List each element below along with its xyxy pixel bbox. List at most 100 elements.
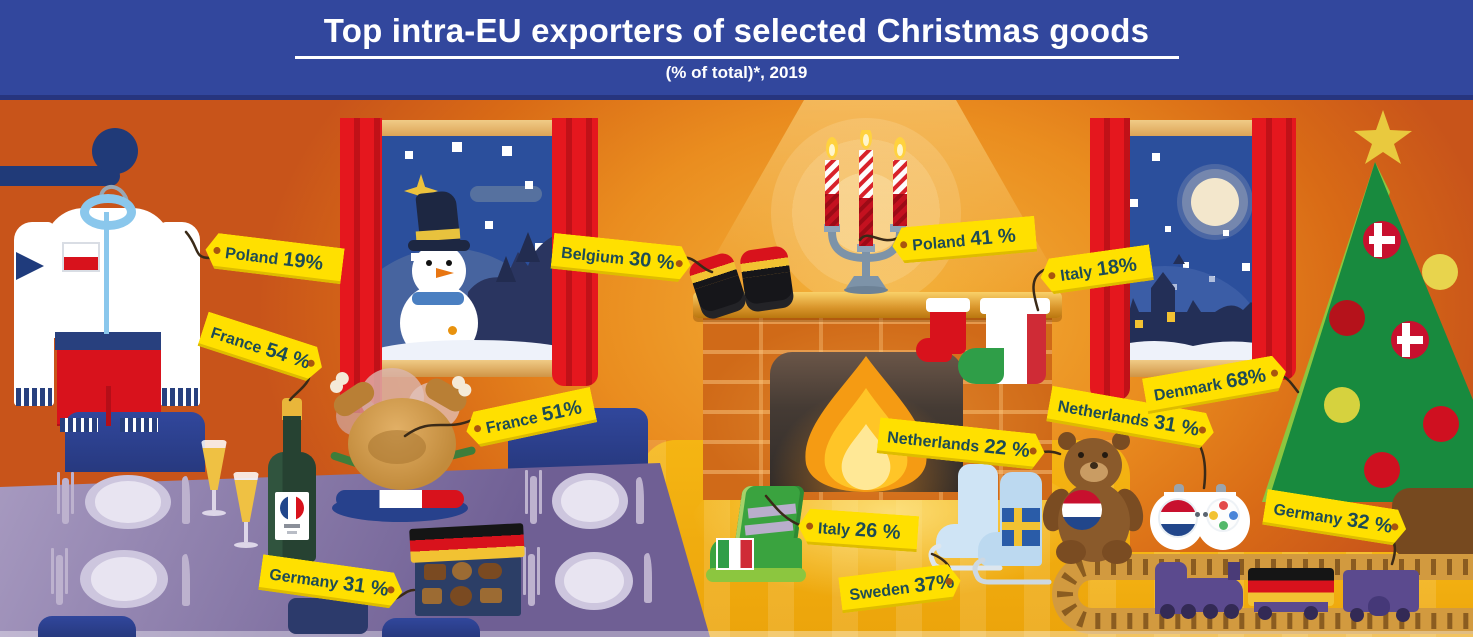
left-window-top-frame — [368, 120, 572, 136]
teddy-leg — [1056, 540, 1086, 564]
teddy-dutch-roundel — [1062, 490, 1102, 530]
plate — [80, 550, 168, 608]
sleeve-cuff — [16, 388, 52, 406]
polish-flag-patch — [62, 242, 100, 272]
train-wheel — [1304, 606, 1318, 620]
chocolate — [450, 586, 472, 606]
collar — [80, 194, 136, 230]
pants-cuff — [60, 418, 98, 432]
snowman-button — [448, 326, 457, 335]
train-wheel — [1396, 608, 1410, 622]
snowman-hat-brim — [408, 240, 470, 251]
christmas-tree-illustration — [1262, 110, 1473, 558]
fire — [805, 356, 927, 492]
controller-button-blue — [1229, 511, 1238, 520]
right-window-glass — [1115, 136, 1272, 360]
header: Top intra-EU exporters of selected Chris… — [0, 0, 1473, 100]
bottle-neck — [283, 416, 301, 462]
pants-cuff — [120, 418, 158, 432]
tag-hole — [675, 260, 683, 268]
snowman-eye-right — [446, 260, 452, 266]
window-snow-ground — [378, 340, 562, 360]
bottle-foil — [282, 398, 302, 420]
chocolate — [422, 588, 442, 604]
train-stack — [1228, 562, 1240, 580]
knife-icon — [636, 477, 644, 524]
train-wheel — [1203, 604, 1218, 619]
tag-hole — [806, 522, 813, 529]
wagon-german-base — [1254, 602, 1328, 612]
tag-hole — [1198, 426, 1206, 434]
controller-button-yellow — [1209, 511, 1218, 520]
train-track — [1052, 554, 1473, 634]
tag-hole — [1391, 523, 1399, 531]
boot-sole — [706, 568, 806, 582]
snowman-eye-left — [426, 260, 432, 266]
right-window-curtain-right — [1252, 118, 1296, 380]
floor-edge-highlight — [0, 631, 1473, 637]
pants-split — [106, 386, 111, 426]
glove-right — [738, 244, 795, 315]
candelabra-illustration — [824, 130, 907, 294]
train-wheel — [1350, 608, 1364, 622]
teddy-eye — [1102, 452, 1108, 458]
stocking-red-foot — [916, 338, 952, 362]
snowman-carrot-nose — [436, 268, 454, 278]
page-subtitle: (% of total)*, 2019 — [665, 63, 808, 82]
chocolate — [478, 563, 502, 579]
fork-icon — [530, 476, 537, 524]
stocking-italy-cuff — [980, 298, 1050, 314]
page-title: Top intra-EU exporters of selected Chris… — [323, 12, 1150, 49]
plate — [85, 475, 171, 529]
turkey-wing — [368, 430, 426, 464]
controller-antenna — [1216, 484, 1226, 496]
chocolate — [452, 562, 472, 580]
waistband — [55, 332, 161, 350]
moon — [1191, 178, 1239, 226]
train-wheel — [1160, 604, 1175, 619]
left-window-curtain-left — [340, 118, 382, 413]
chocolate — [424, 564, 446, 580]
tag-hole — [900, 241, 908, 249]
tag-hole — [1029, 447, 1037, 455]
chair-bottom-left — [38, 616, 136, 637]
export-tag-sparkling-wine: France 54 % — [197, 312, 327, 385]
snowman-scarf — [412, 292, 464, 305]
train-wheel — [1224, 604, 1239, 619]
stocking-italy-foot — [958, 348, 1004, 384]
tag-hole — [1270, 369, 1278, 377]
teddy-ear — [1112, 432, 1130, 450]
stocking-red-cuff — [926, 298, 970, 312]
cloud — [470, 186, 542, 202]
box-lid-german-flag — [409, 523, 525, 563]
chair-bottom-right — [382, 618, 480, 637]
label-line — [287, 531, 297, 534]
knife-icon — [182, 476, 190, 524]
wagon-detail — [1368, 596, 1390, 616]
left-window-sill — [362, 360, 578, 377]
teddy-muzzle — [1080, 462, 1108, 482]
tag-hole — [387, 586, 395, 594]
turkey-plate-french-flag — [336, 490, 464, 508]
tag-hole — [213, 247, 221, 255]
wagon-german-flag — [1248, 568, 1334, 606]
train-wheel — [1181, 604, 1196, 619]
controller-dot — [1195, 512, 1200, 517]
fork-icon — [62, 478, 69, 524]
champagne-flute — [233, 472, 259, 548]
knife-icon — [182, 554, 190, 606]
tag-hole — [473, 424, 481, 432]
christmas-scene: Poland 19% France 54 % Belgium 30 % France 5… — [0, 100, 1473, 637]
coat-rack-knob — [92, 128, 138, 174]
label-line — [284, 524, 300, 528]
title-underline — [294, 56, 1179, 59]
tag-hole — [1048, 272, 1056, 280]
chocolate — [480, 588, 502, 603]
boot-italian-flag — [716, 538, 754, 570]
french-flag-roundel — [280, 496, 304, 520]
zipper — [104, 212, 109, 334]
controller-antenna — [1174, 484, 1184, 496]
plate — [552, 473, 628, 529]
controller-button-green — [1219, 521, 1228, 530]
fork-icon — [528, 554, 535, 606]
